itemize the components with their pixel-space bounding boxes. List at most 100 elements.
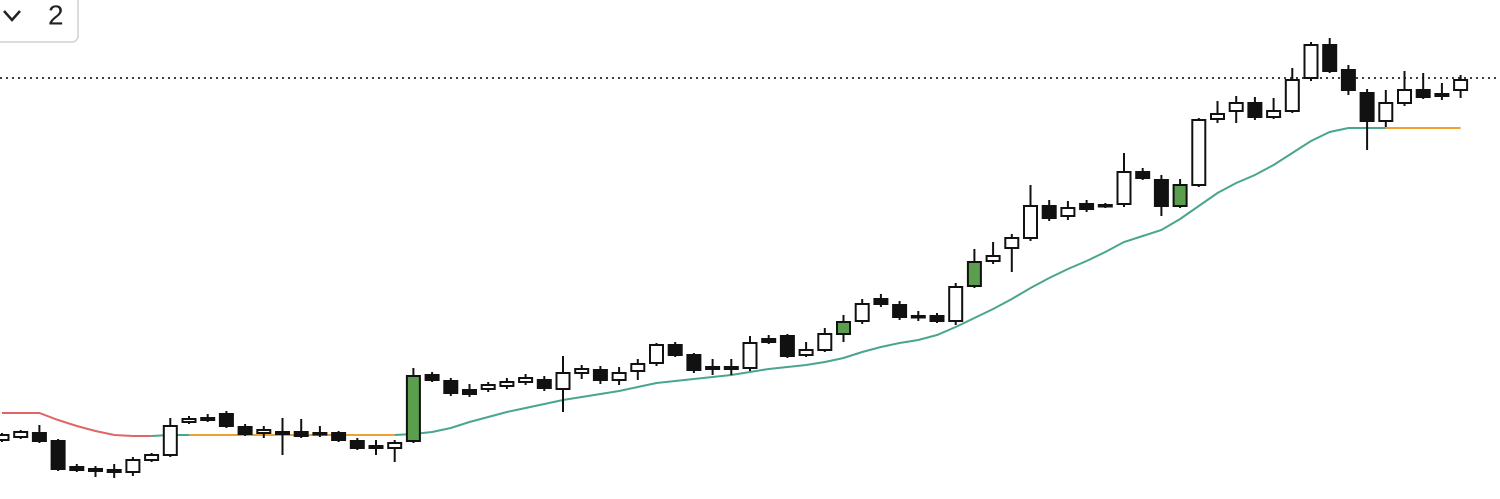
candle (69, 464, 85, 472)
candle (1116, 153, 1132, 207)
candle-body (1322, 44, 1338, 72)
candle (518, 374, 534, 385)
candle (162, 418, 178, 457)
candle (1004, 234, 1020, 272)
candle (686, 353, 702, 373)
candle (88, 466, 103, 477)
candle (574, 365, 590, 379)
candle (293, 419, 309, 438)
candle-body (237, 426, 253, 435)
candle-body (742, 342, 758, 369)
candle-body (293, 431, 309, 437)
candle (1191, 118, 1207, 187)
candle-body (13, 431, 29, 438)
candle (1041, 200, 1057, 221)
candle-body (499, 381, 515, 387)
candle-body (0, 434, 10, 441)
candle (1247, 97, 1263, 120)
candle-body (387, 442, 403, 449)
candle (555, 356, 571, 412)
candle-body (462, 389, 477, 395)
candle-body (518, 377, 534, 383)
candle-body (312, 432, 328, 436)
candle-body (1228, 102, 1244, 112)
candle-body (1172, 184, 1188, 207)
candle-body (1247, 102, 1263, 118)
average-line (2, 412, 152, 437)
candle (462, 384, 477, 397)
candle-body (424, 374, 440, 381)
candle-body (275, 431, 290, 435)
candle-body (1266, 110, 1282, 118)
candle-body (611, 372, 627, 381)
dropdown-box[interactable] (0, 0, 79, 43)
candle-body (31, 432, 47, 442)
candle (836, 315, 851, 342)
candle (1266, 98, 1282, 119)
candle (798, 342, 814, 357)
candle-body (649, 344, 664, 364)
candle-body (1191, 119, 1207, 186)
candle-body (1097, 204, 1113, 208)
candle-body (69, 466, 85, 471)
candle (817, 328, 833, 352)
candle-body (686, 354, 702, 371)
candle-body (368, 445, 384, 449)
candle (349, 438, 365, 450)
candle-body (1023, 205, 1038, 239)
candle (13, 430, 29, 439)
candle-body (1041, 205, 1057, 219)
candle-body (1415, 89, 1431, 98)
candle-body (705, 366, 721, 370)
candle (948, 283, 964, 325)
candle-body (443, 380, 459, 394)
dropdown[interactable]: 2 (0, 0, 79, 43)
candle-body (817, 333, 833, 351)
candle-body (1453, 79, 1469, 91)
candle (0, 433, 10, 442)
candle (592, 366, 608, 384)
candle-body (723, 366, 739, 370)
candle-body (1060, 207, 1076, 217)
candle (424, 372, 440, 382)
candle (1453, 75, 1469, 98)
dropdown-value[interactable]: 2 (48, 0, 64, 30)
candle-body (144, 454, 160, 461)
candle (237, 424, 253, 436)
candle-body (779, 335, 795, 357)
candle-body (1303, 44, 1319, 79)
candle (966, 249, 982, 288)
candle-body (1116, 171, 1132, 205)
candle-body (1004, 237, 1020, 249)
candle (1359, 89, 1375, 150)
candle (443, 378, 459, 396)
candle (929, 313, 945, 323)
candle-body (1284, 79, 1300, 112)
candle (181, 416, 197, 424)
candle (667, 342, 683, 357)
candle-body (985, 255, 1001, 262)
candle-body (1359, 92, 1375, 122)
chevron-icon[interactable] (3, 10, 21, 22)
candle (106, 464, 122, 478)
candle-body (555, 372, 571, 390)
candle-body (892, 304, 908, 318)
candle-body (536, 379, 552, 389)
candle (1060, 201, 1076, 220)
candle (387, 440, 403, 462)
candle-body (1210, 113, 1225, 120)
candle (779, 334, 795, 358)
candle (1135, 168, 1151, 180)
candle (1228, 96, 1244, 123)
average-line (394, 127, 1386, 436)
candle-body (125, 459, 141, 473)
candle-body (836, 321, 851, 335)
candle (611, 367, 627, 385)
candle-body (405, 375, 421, 442)
candle (499, 378, 515, 389)
candle-body (1434, 93, 1450, 97)
candle-body (200, 417, 216, 421)
candle-body (1153, 179, 1169, 207)
candle (705, 359, 721, 375)
